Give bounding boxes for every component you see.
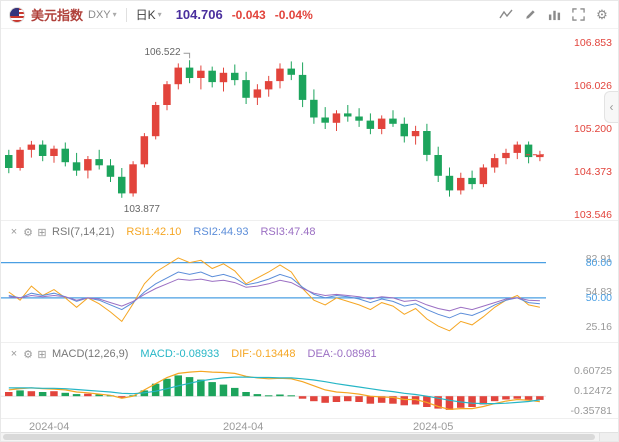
axis-label: 80.00 bbox=[585, 256, 612, 269]
x-axis-label: 2024-04 bbox=[223, 421, 264, 433]
svg-text:103.877: 103.877 bbox=[124, 204, 161, 215]
chevron-down-icon: ▾ bbox=[157, 10, 162, 19]
axis-label: 0.60725 bbox=[574, 364, 612, 377]
rsi-indicator-name: RSI(7,14,21) bbox=[52, 226, 115, 238]
indicators-icon[interactable] bbox=[546, 7, 562, 23]
rsi-close-icon[interactable]: × bbox=[10, 226, 18, 238]
rsi2-value: RSI2:44.93 bbox=[193, 226, 249, 238]
dea-value: DEA:-0.08981 bbox=[307, 348, 377, 360]
toolbar: 美元指数 DXY ▾ 日K ▾ 104.706 -0.043 -0.04% ⚙ bbox=[1, 1, 618, 29]
chevron-down-icon: ▾ bbox=[112, 10, 117, 19]
panel-divider bbox=[1, 220, 618, 221]
x-axis-label: 2024-05 bbox=[413, 421, 454, 433]
x-axis-label: 2024-04 bbox=[29, 421, 70, 433]
draw-pencil-icon[interactable] bbox=[522, 7, 538, 23]
symbol-code: DXY bbox=[88, 8, 111, 21]
panel-divider bbox=[1, 418, 618, 419]
price-change: -0.043 bbox=[231, 7, 266, 22]
rsi3-value: RSI3:47.48 bbox=[260, 226, 316, 238]
svg-text:106.522: 106.522 bbox=[144, 47, 181, 58]
rsi-expand-icon[interactable]: ⊞ bbox=[37, 226, 47, 239]
scrollbar-corner bbox=[599, 432, 618, 441]
rsi1-value: RSI1:42.10 bbox=[126, 226, 182, 238]
axis-label: 106.026 bbox=[574, 80, 612, 92]
period-label: 日K bbox=[135, 8, 156, 22]
scrollbar-thumb[interactable] bbox=[3, 434, 595, 440]
collapse-panel-button[interactable]: ‹ bbox=[604, 91, 618, 123]
line-chart-icon[interactable] bbox=[498, 7, 514, 23]
rsi-header: × ⚙ ⊞ RSI(7,14,21) RSI1:42.10 RSI2:44.93… bbox=[7, 223, 316, 241]
rsi-settings-gear-icon[interactable]: ⚙ bbox=[23, 226, 33, 239]
macd-expand-icon[interactable]: ⊞ bbox=[37, 348, 47, 361]
axis-label: 0.12472 bbox=[574, 384, 612, 397]
settings-gear-icon[interactable]: ⚙ bbox=[594, 7, 610, 23]
dif-value: DIF:-0.13448 bbox=[231, 348, 296, 360]
main-candlestick-chart[interactable]: 106.522 103.877 bbox=[1, 29, 546, 219]
macd-close-icon[interactable]: × bbox=[10, 348, 18, 360]
axis-label: 54.83 bbox=[585, 286, 612, 299]
macd-header: × ⚙ ⊞ MACD(12,26,9) MACD:-0.08933 DIF:-0… bbox=[7, 345, 377, 363]
macd-value: MACD:-0.08933 bbox=[140, 348, 220, 360]
fullscreen-icon[interactable] bbox=[570, 7, 586, 23]
symbol-code-dropdown[interactable]: DXY ▾ bbox=[88, 9, 117, 21]
macd-settings-gear-icon[interactable]: ⚙ bbox=[23, 348, 33, 361]
toolbar-divider bbox=[125, 7, 127, 22]
period-dropdown[interactable]: 日K ▾ bbox=[136, 6, 162, 23]
macd-indicator-name: MACD(12,26,9) bbox=[52, 348, 129, 360]
axis-label: 50.00 bbox=[585, 291, 612, 304]
axis-label: 105.200 bbox=[574, 122, 612, 135]
last-price: 104.706 bbox=[175, 7, 223, 22]
axis-label: 104.373 bbox=[574, 165, 612, 178]
axis-label: -0.35781 bbox=[570, 404, 612, 417]
axis-label: 25.16 bbox=[585, 321, 612, 334]
toolbar-tools: ⚙ bbox=[498, 7, 610, 23]
macd-chart[interactable] bbox=[1, 365, 546, 417]
symbol-name: 美元指数 bbox=[31, 8, 84, 23]
horizontal-scrollbar[interactable] bbox=[1, 432, 601, 441]
price-change-pct: -0.04% bbox=[274, 7, 313, 22]
us-flag-icon bbox=[9, 6, 25, 23]
axis-label: 82.91 bbox=[585, 253, 612, 266]
panel-divider bbox=[1, 342, 618, 343]
axis-label: 103.546 bbox=[574, 208, 612, 221]
axis-label: 106.853 bbox=[574, 36, 612, 49]
rsi-chart[interactable] bbox=[1, 245, 546, 339]
